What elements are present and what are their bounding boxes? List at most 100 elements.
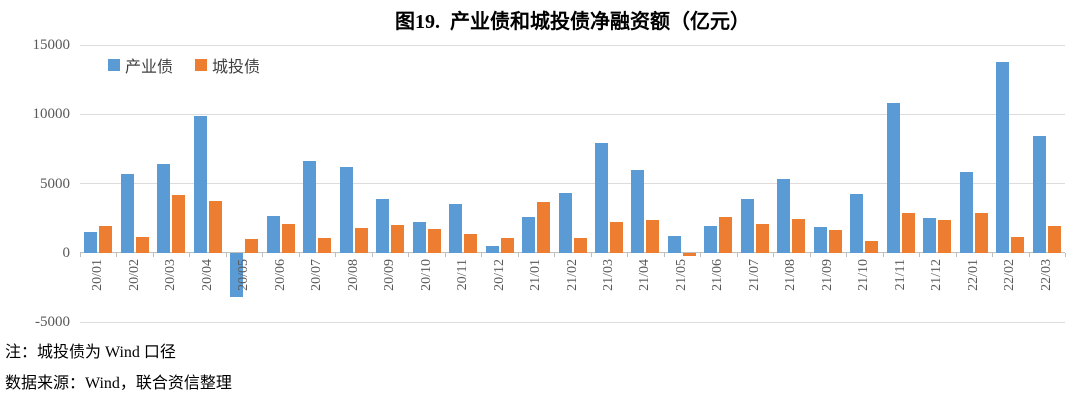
- legend-label-industrial-bond: 产业债: [125, 59, 174, 76]
- x-axis-label: 21/12: [929, 258, 945, 291]
- legend: 产业债 城投债: [108, 53, 260, 77]
- x-axis-label: 21/10: [856, 258, 872, 291]
- y-axis-tick-label: 10000: [32, 106, 71, 123]
- x-axis-tick: [517, 252, 519, 257]
- x-axis-label: 20/03: [163, 258, 179, 291]
- note-line-2: 数据来源：Wind，联合资信整理: [5, 375, 232, 392]
- x-axis-tick: [955, 252, 957, 257]
- bar: [391, 225, 405, 253]
- legend-label-urban-investment-bond: 城投债: [212, 59, 261, 76]
- bar: [646, 220, 660, 253]
- bar: [974, 213, 988, 253]
- bar: [485, 245, 499, 253]
- bar: [704, 226, 718, 253]
- legend-item-industrial-bond: 产业债: [108, 53, 173, 77]
- x-axis-tick: [627, 252, 629, 257]
- x-axis-tick: [663, 252, 665, 257]
- bar: [792, 218, 806, 253]
- x-axis-tick: [773, 252, 775, 257]
- legend-swatch-urban-investment-bond: [195, 59, 208, 71]
- y-axis-tick-label: 15000: [32, 37, 71, 53]
- bar: [157, 164, 171, 253]
- x-axis-tick: [590, 252, 592, 257]
- plot-area: 20/01 20/02 20/03 20/04 20/05 20/06 20/07 20/08…: [80, 44, 1066, 323]
- x-axis-label: 20/06: [272, 258, 288, 291]
- bar: [813, 227, 827, 253]
- x-axis-label: 21/05: [673, 258, 689, 291]
- gridline: [80, 44, 1065, 46]
- bar: [573, 237, 587, 253]
- gridline: [80, 183, 1065, 184]
- bar: [1047, 225, 1061, 253]
- x-axis-label: 20/07: [309, 258, 325, 291]
- bar: [120, 173, 134, 253]
- x-axis-label: 20/12: [491, 258, 507, 291]
- x-axis-tick: [152, 252, 154, 257]
- x-axis-tick: [700, 252, 702, 257]
- gridline: [80, 321, 1065, 323]
- x-axis-tick: [919, 252, 921, 257]
- bar: [230, 252, 244, 298]
- bar: [427, 229, 441, 253]
- y-axis-tick-label: -5000: [35, 314, 70, 330]
- x-axis-tick: [262, 252, 264, 257]
- x-axis-tick: [189, 252, 191, 257]
- x-axis-tick: [80, 252, 81, 257]
- x-axis-label: 20/02: [126, 258, 142, 291]
- x-axis-label: 21/07: [746, 258, 762, 291]
- x-axis-label: 22/03: [1038, 258, 1054, 291]
- bar: [667, 236, 681, 253]
- bar: [522, 217, 536, 253]
- bar: [354, 227, 368, 253]
- bar: [1011, 236, 1025, 253]
- x-axis-label: 20/08: [345, 258, 361, 291]
- x-axis-tick: [992, 252, 994, 257]
- bar: [339, 166, 353, 253]
- bar: [245, 238, 259, 253]
- x-axis-label: 21/03: [600, 258, 616, 291]
- x-axis-tick: [736, 252, 738, 257]
- bar: [449, 204, 463, 253]
- gridline: [80, 113, 1065, 115]
- bar: [631, 170, 645, 253]
- bar: [594, 143, 608, 253]
- x-axis-tick: [554, 252, 556, 257]
- x-axis-label: 20/01: [90, 258, 106, 291]
- bar: [266, 216, 280, 253]
- bar: [376, 199, 390, 253]
- bar: [318, 238, 332, 253]
- bar: [193, 115, 207, 253]
- bar: [303, 160, 317, 253]
- legend-item-urban-investment-bond: 城投债: [195, 53, 260, 77]
- bar: [865, 240, 879, 253]
- legend-swatch-industrial-bond: [108, 59, 120, 71]
- bar: [464, 234, 478, 253]
- x-axis-label: 21/09: [819, 258, 835, 291]
- x-axis-label: 20/05: [236, 258, 252, 291]
- x-axis-label: 21/06: [710, 258, 726, 291]
- y-axis-tick-label: 0: [62, 244, 71, 261]
- x-axis-label: 20/10: [418, 258, 434, 291]
- x-axis-label: 22/02: [1002, 258, 1018, 291]
- x-axis-tick: [371, 252, 373, 257]
- x-axis-tick: [298, 252, 300, 257]
- x-axis-label: 20/09: [382, 258, 398, 291]
- bar: [281, 223, 295, 253]
- bar: [719, 217, 733, 253]
- bar: [412, 221, 426, 253]
- x-axis-tick: [1028, 252, 1030, 257]
- x-axis-label: 21/04: [637, 258, 653, 291]
- x-axis-tick: [882, 252, 884, 257]
- bar: [682, 252, 696, 256]
- bar: [938, 219, 952, 253]
- x-axis-line: [80, 252, 1065, 254]
- bar: [740, 199, 754, 253]
- x-axis-tick: [1065, 252, 1066, 257]
- bar: [172, 195, 186, 253]
- bar: [828, 229, 842, 253]
- bar: [901, 212, 915, 253]
- x-axis-label: 21/11: [892, 258, 908, 291]
- bar: [755, 224, 769, 253]
- bar: [886, 103, 900, 253]
